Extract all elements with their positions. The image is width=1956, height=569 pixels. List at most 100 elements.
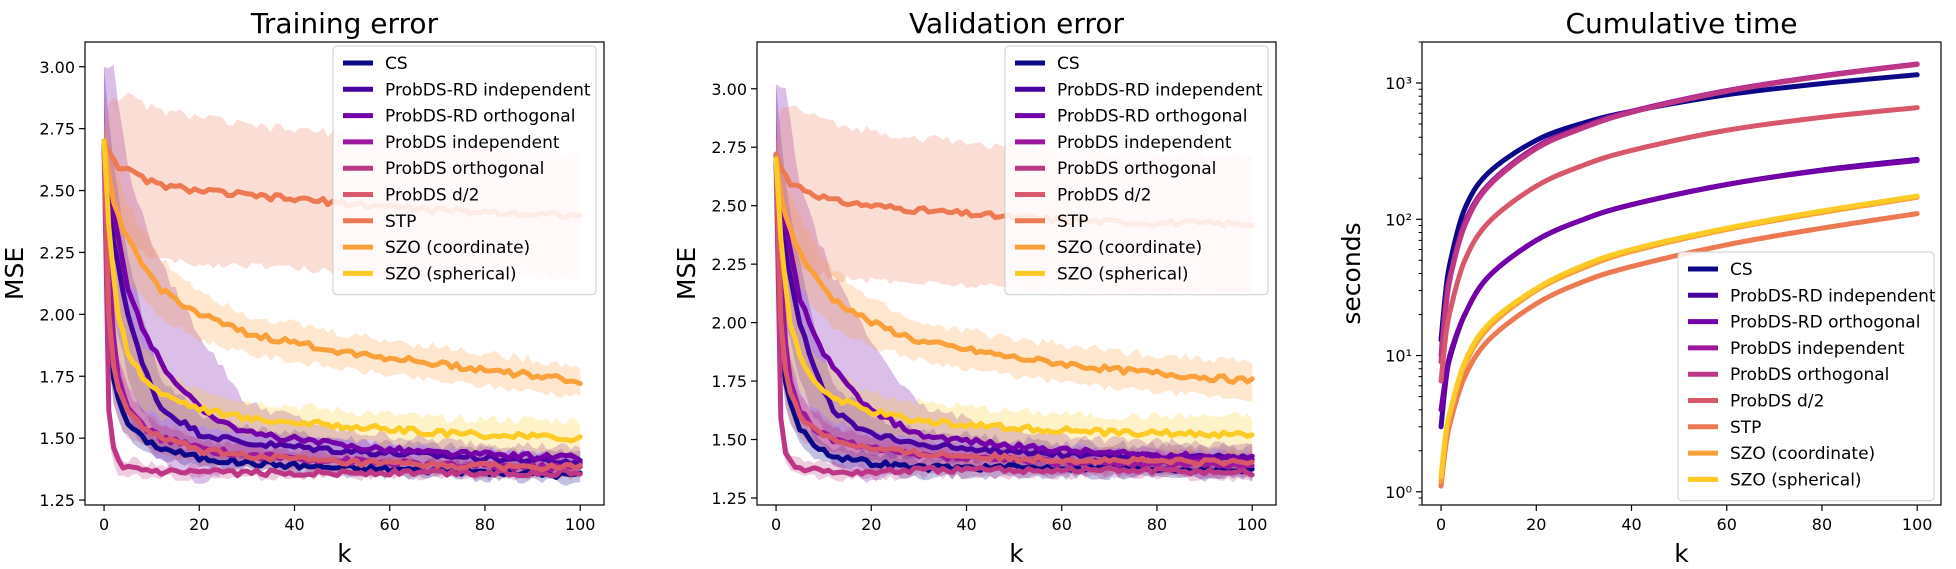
x-tick-label: 80 <box>1812 515 1832 534</box>
legend-label: ProbDS-RD orthogonal <box>1057 107 1247 127</box>
line-szo-coordinate <box>101 138 583 387</box>
axes-frame <box>756 41 1277 506</box>
legend-item-szo-spherical: SZO (spherical) <box>343 264 517 284</box>
legend-label: SZO (spherical) <box>1730 470 1862 490</box>
legend-item-probds-rd-orthogonal: ProbDS-RD orthogonal <box>1015 107 1247 127</box>
x-axis-label: k <box>1674 539 1689 568</box>
x-tick-label: 20 <box>1526 515 1546 534</box>
legend-label: ProbDS-RD orthogonal <box>1730 313 1920 333</box>
x-axis-label: k <box>337 539 352 568</box>
legend-box <box>332 45 597 296</box>
y-tick-label: 1.75 <box>711 372 747 391</box>
line-probds-rd-orthogonal <box>773 151 1255 462</box>
legend-item-probds-d-2: ProbDS d/2 <box>1688 392 1824 412</box>
chart-title: Training error <box>250 7 439 40</box>
legend-label: ProbDS independent <box>385 133 560 153</box>
x-tick-label: 0 <box>1436 515 1446 534</box>
line-probds-rd-orthogonal <box>1438 158 1920 413</box>
legend-item-szo-coordinate: SZO (coordinate) <box>343 238 530 258</box>
legend-item-stp: STP <box>1688 418 1761 438</box>
y-tick-label: 10³ <box>1385 74 1412 93</box>
legend-item-probds-d-2: ProbDS d/2 <box>1015 186 1151 206</box>
x-tick-label: 60 <box>1052 515 1072 534</box>
legend-label: STP <box>385 212 416 232</box>
legend-label: ProbDS-RD independent <box>1730 286 1936 306</box>
x-tick-label: 0 <box>771 515 781 534</box>
legend: CS ProbDS-RD independent ProbDS-RD orthogo… <box>1004 45 1269 296</box>
legend-label: ProbDS orthogonal <box>1730 365 1889 385</box>
line-probds-d-2 <box>101 143 583 473</box>
band-cs <box>104 96 581 486</box>
legend-label: ProbDS-RD independent <box>1057 80 1263 100</box>
band-szo-coordinate <box>104 128 581 398</box>
x-tick-label: 100 <box>1902 515 1933 534</box>
legend: CS ProbDS-RD independent ProbDS-RD orthogo… <box>1677 251 1936 502</box>
line-probds-d-2 <box>773 156 1255 468</box>
x-tick-label: 40 <box>1621 515 1641 534</box>
legend-item-cs: CS <box>1015 54 1080 74</box>
x-tick-label: 100 <box>1237 515 1268 534</box>
y-tick-label: 2.25 <box>711 255 747 274</box>
legend-label: SZO (spherical) <box>385 264 517 284</box>
legend-label: STP <box>1057 212 1088 232</box>
legend-label: CS <box>1057 54 1080 74</box>
band-probds-d-2 <box>776 112 1253 478</box>
legend-label: SZO (spherical) <box>1057 264 1189 284</box>
y-tick-label: 10² <box>1385 210 1412 229</box>
chart-validation-error: 0 20 40 60 80 100 1.25 1.50 1.75 2.00 2.25 2.50 2.75… <box>672 7 1277 568</box>
legend-item-probds-orthogonal: ProbDS orthogonal <box>1015 159 1216 179</box>
legend-label: ProbDS-RD independent <box>385 80 591 100</box>
plot-content <box>1438 61 1920 489</box>
legend-label: SZO (coordinate) <box>1057 238 1202 258</box>
y-axis-label: seconds <box>1337 222 1366 324</box>
y-tick-label: 2.00 <box>39 305 75 324</box>
x-tick-label: 60 <box>380 515 400 534</box>
y-tick-label: 2.00 <box>711 314 747 333</box>
legend-label: SZO (coordinate) <box>385 238 530 258</box>
y-axis-label: MSE <box>672 247 701 300</box>
x-tick-label: 80 <box>475 515 495 534</box>
y-tick-label: 1.50 <box>711 431 747 450</box>
legend-item-probds-rd-independent: ProbDS-RD independent <box>1015 80 1263 100</box>
legend-label: ProbDS orthogonal <box>385 159 544 179</box>
y-tick-label: 1.25 <box>39 491 75 510</box>
y-tick-label: 1.50 <box>39 429 75 448</box>
legend-label: CS <box>385 54 408 74</box>
line-cs <box>101 143 583 480</box>
legend-item-stp: STP <box>343 212 416 232</box>
line-szo-spherical <box>1438 193 1920 479</box>
x-tick-label: 80 <box>1147 515 1167 534</box>
legend-item-szo-coordinate: SZO (coordinate) <box>1688 444 1875 464</box>
legend-label: ProbDS d/2 <box>1057 186 1151 206</box>
legend-label: ProbDS orthogonal <box>1057 159 1216 179</box>
legend-item-probds-rd-independent: ProbDS-RD independent <box>1688 286 1936 306</box>
legend-label: STP <box>1730 418 1761 438</box>
x-tick-label: 0 <box>99 515 109 534</box>
band-probds-independent <box>776 112 1253 480</box>
line-probds-orthogonal <box>101 143 583 479</box>
legend-label: ProbDS d/2 <box>1730 392 1824 412</box>
legend-item-probds-rd-independent: ProbDS-RD independent <box>343 80 591 100</box>
x-tick-label: 20 <box>189 515 209 534</box>
legend-item-probds-independent: ProbDS independent <box>1688 339 1905 359</box>
band-probds-rd-orthogonal <box>776 84 1253 483</box>
y-tick-label: 2.75 <box>711 138 747 157</box>
legend-label: ProbDS d/2 <box>385 186 479 206</box>
legend-label: ProbDS independent <box>1730 339 1905 359</box>
legend-box <box>1677 251 1935 502</box>
y-tick-label: 2.75 <box>39 120 75 139</box>
legend-item-cs: CS <box>343 54 408 74</box>
y-tick-label: 1.25 <box>711 489 747 508</box>
legend-item-probds-independent: ProbDS independent <box>1015 133 1232 153</box>
line-szo-coordinate <box>773 156 1255 385</box>
line-szo-spherical <box>773 156 1255 440</box>
legend-item-probds-rd-orthogonal: ProbDS-RD orthogonal <box>1688 313 1920 333</box>
y-tick-label: 2.25 <box>39 243 75 262</box>
y-tick-label: 2.50 <box>711 197 747 216</box>
legend-label: CS <box>1730 260 1753 280</box>
line-probds-rd-independent <box>101 138 583 467</box>
legend-item-szo-coordinate: SZO (coordinate) <box>1015 238 1202 258</box>
legend-item-stp: STP <box>1015 212 1088 232</box>
x-tick-label: 20 <box>861 515 881 534</box>
